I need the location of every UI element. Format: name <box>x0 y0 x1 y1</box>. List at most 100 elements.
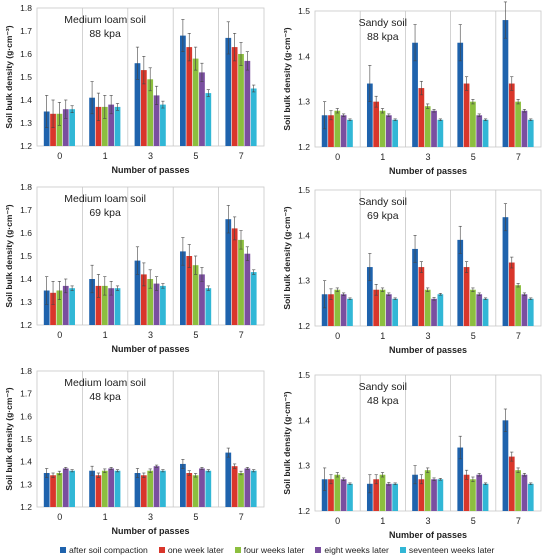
bar <box>160 285 166 325</box>
bar <box>89 97 95 146</box>
x-tick-label: 7 <box>516 516 521 526</box>
chart-4: 1.2 1.3 1.4 1.5 0 1 3 5 7 Number of passes Soil bu… <box>282 185 542 355</box>
bar <box>502 20 509 147</box>
bar <box>62 285 69 325</box>
bar <box>334 289 341 326</box>
y-tick-label: 1.4 <box>20 95 32 105</box>
bar <box>192 265 199 325</box>
bar <box>140 274 147 325</box>
x-tick-label: 3 <box>425 516 430 526</box>
bar <box>418 88 425 147</box>
bar <box>321 294 328 326</box>
bar <box>502 420 509 511</box>
y-tick-label: 1.5 <box>298 6 310 16</box>
x-tick-label: 0 <box>335 331 340 341</box>
bar <box>508 456 515 511</box>
y-tick-label: 1.2 <box>298 506 310 516</box>
bar <box>476 474 483 511</box>
y-tick-label: 1.3 <box>20 479 32 489</box>
bar <box>340 115 347 147</box>
bar <box>108 104 115 146</box>
y-tick-label: 1.8 <box>20 182 32 192</box>
x-tick-label: 0 <box>335 516 340 526</box>
legend-item: eight weeks later <box>315 545 389 555</box>
x-tick-label: 0 <box>57 512 62 522</box>
x-tick-label: 3 <box>148 330 153 340</box>
bar <box>424 470 431 511</box>
bar <box>412 248 418 326</box>
bar <box>153 95 160 146</box>
x-tick-label: 0 <box>57 151 62 161</box>
bar <box>437 294 444 326</box>
chart-6: 1.2 1.3 1.4 1.5 0 1 3 5 7 Number of passes Soil bu… <box>282 370 542 540</box>
y-tick-label: 1.4 <box>298 51 310 61</box>
bar <box>225 37 232 146</box>
y-tick-label: 1.2 <box>298 142 310 152</box>
y-tick-label: 1.4 <box>298 230 310 240</box>
bar <box>101 285 108 325</box>
bar <box>373 289 380 326</box>
bar <box>238 239 244 325</box>
bar <box>328 294 334 326</box>
y-axis-title: Soil bulk density (g·cm⁻³) <box>282 206 292 309</box>
bar <box>347 119 353 147</box>
bar <box>231 228 238 325</box>
bar <box>153 283 160 325</box>
x-axis-title: Number of passes <box>389 345 467 355</box>
chart-2: 1.2 1.3 1.4 1.5 0 1 3 5 7 Number of passes Soil bu… <box>282 1 542 176</box>
y-axis-title: Soil bulk density (g·cm⁻³) <box>282 391 292 494</box>
y-tick-label: 1.3 <box>20 297 32 307</box>
bar <box>62 468 69 507</box>
bar <box>379 474 386 511</box>
bar <box>340 294 347 326</box>
bar <box>114 470 121 507</box>
legend-item: one week later <box>158 545 224 555</box>
bar <box>424 106 431 147</box>
chart-1: 1.2 1.3 1.4 1.5 1.6 1.7 1.8 0 1 3 5 7 Number of pass… <box>4 3 265 175</box>
bar <box>373 479 380 511</box>
bar <box>238 54 244 146</box>
bar <box>482 483 489 511</box>
bar <box>43 290 50 325</box>
legend-item: four weeks later <box>234 545 304 555</box>
x-tick-label: 3 <box>148 151 153 161</box>
y-axis-title: Soil bulk density (g·cm⁻³) <box>4 204 14 307</box>
bar <box>457 42 464 147</box>
bar <box>373 101 380 147</box>
x-tick-label: 7 <box>239 330 244 340</box>
bar <box>95 285 102 325</box>
bar <box>457 447 464 511</box>
bar <box>328 115 334 147</box>
bar <box>147 79 154 146</box>
x-tick-label: 3 <box>148 512 153 522</box>
y-tick-label: 1.7 <box>20 389 32 399</box>
bar <box>515 470 521 511</box>
x-tick-label: 1 <box>380 516 385 526</box>
x-tick-label: 7 <box>239 512 244 522</box>
x-tick-label: 1 <box>103 151 108 161</box>
bar <box>521 294 528 326</box>
y-axis-title: Soil bulk density (g·cm⁻³) <box>282 27 292 130</box>
bar <box>140 475 147 507</box>
bar <box>334 474 341 511</box>
bar <box>502 217 509 326</box>
legend-label: seventeen weeks later <box>408 545 495 555</box>
y-tick-label: 1.5 <box>20 251 32 261</box>
bar <box>101 470 108 507</box>
bar <box>205 470 212 507</box>
y-tick-label: 1.6 <box>20 49 32 59</box>
bar <box>482 119 489 147</box>
bar <box>347 298 353 326</box>
bar <box>457 239 464 326</box>
x-tick-label: 7 <box>239 151 244 161</box>
bar <box>225 219 232 325</box>
x-tick-label: 5 <box>193 151 198 161</box>
bar <box>231 47 238 146</box>
bar <box>392 298 399 326</box>
bar <box>431 479 437 511</box>
bar <box>134 473 141 507</box>
x-axis-title: Number of passes <box>111 526 189 536</box>
bar <box>366 483 373 511</box>
bar <box>89 470 95 507</box>
